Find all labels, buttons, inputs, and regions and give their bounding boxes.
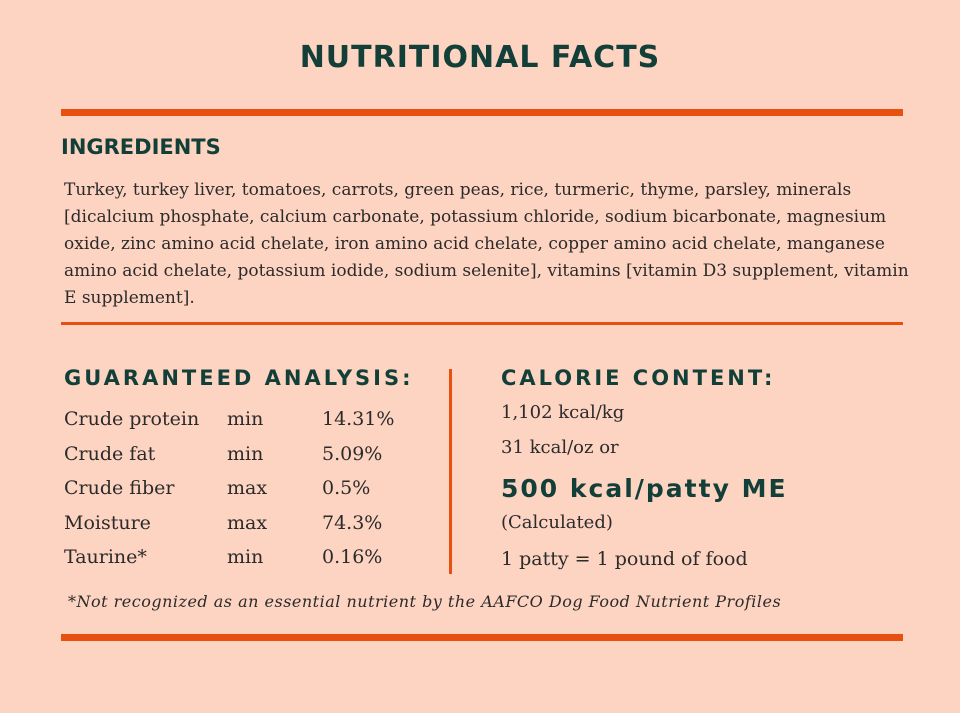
analysis-cell: 14.31% bbox=[322, 408, 395, 430]
ingredients-text: Turkey, turkey liver, tomatoes, carrots,… bbox=[64, 180, 909, 308]
calorie-line: 1,102 kcal/kg bbox=[501, 402, 625, 423]
ingredients-heading: INGREDIENTS bbox=[61, 135, 221, 159]
analysis-cell: min bbox=[227, 546, 264, 568]
analysis-cell: max bbox=[227, 477, 268, 499]
analysis-cell: Crude protein bbox=[64, 408, 200, 430]
calorie-line: 31 kcal/oz or bbox=[501, 437, 619, 458]
calorie-heading: CALORIE CONTENT: bbox=[501, 366, 776, 390]
analysis-cell: max bbox=[227, 511, 268, 534]
title: NUTRITIONAL FACTS bbox=[299, 40, 661, 75]
analysis-cell: Crude fat bbox=[64, 442, 156, 465]
footnote: *Not recognized as an essential nutrient… bbox=[68, 592, 782, 611]
analysis-cell: 0.5% bbox=[322, 477, 371, 499]
calorie-note: (Calculated) bbox=[501, 512, 613, 533]
patty: 1 patty = 1 pound of food bbox=[501, 548, 748, 570]
rule bbox=[61, 322, 903, 325]
analysis-cell: 5.09% bbox=[322, 442, 383, 465]
analysis-cell: Crude fiber bbox=[64, 477, 175, 499]
analysis-cell: Moisture bbox=[64, 511, 151, 534]
calorie-highlight: 500 kcal/patty ME bbox=[501, 474, 788, 503]
analysis-cell: min bbox=[227, 408, 264, 430]
analysis-cell: 0.16% bbox=[322, 546, 383, 568]
analysis-cell: 74.3% bbox=[322, 511, 383, 534]
rule bbox=[61, 634, 903, 641]
analysis-cell: Taurine* bbox=[64, 546, 147, 568]
analysis-heading: GUARANTEED ANALYSIS: bbox=[64, 366, 414, 390]
analysis-cell: min bbox=[227, 442, 264, 465]
divider bbox=[449, 369, 452, 574]
rule bbox=[61, 109, 903, 116]
